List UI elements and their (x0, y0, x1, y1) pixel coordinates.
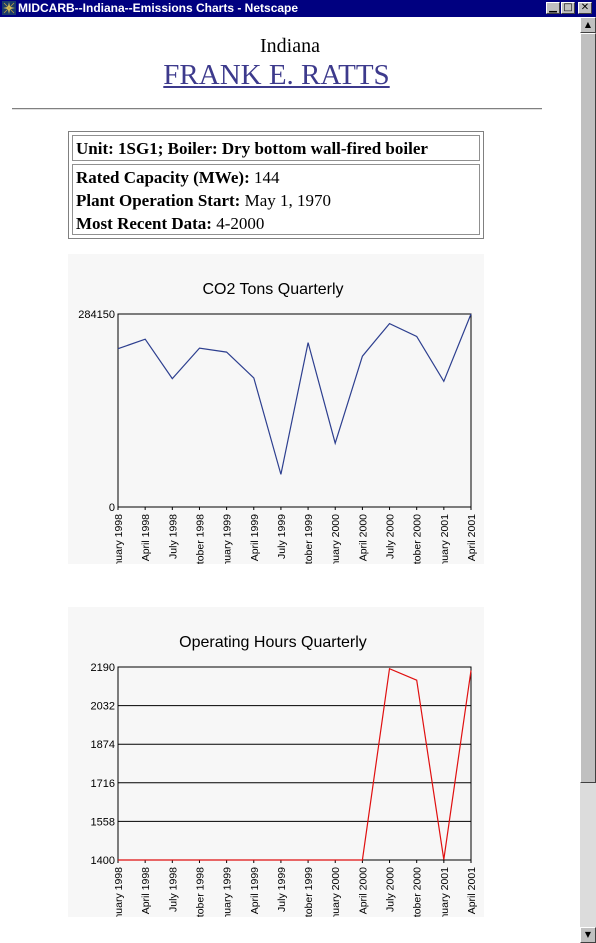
arrow-up-icon: ▲ (584, 20, 592, 29)
recent-data-label: Most Recent Data: (76, 214, 212, 233)
x-tick-label: April 2000 (357, 867, 369, 914)
x-tick-label: October 2000 (412, 514, 424, 564)
maximize-icon: □ (563, 2, 573, 13)
x-tick-label: January 2000 (330, 867, 342, 917)
maximize-button[interactable]: □ (561, 2, 575, 14)
co2-chart: CO2 Tons Quarterly 284150 0 January 1998 Apr… (68, 254, 484, 564)
x-tick-label: July 1998 (167, 514, 179, 559)
recent-data-value: 4-2000 (216, 214, 265, 233)
operation-start-label: Plant Operation Start: (76, 191, 241, 210)
minimize-button[interactable]: ▁ (546, 2, 560, 14)
x-tick-label: October 1999 (303, 514, 315, 564)
x-tick-label: October 1998 (194, 514, 206, 564)
x-tick-label: January 1999 (222, 867, 234, 917)
chart-title: Operating Hours Quarterly (179, 634, 367, 651)
y-tick-label: 2190 (91, 662, 115, 674)
x-tick-label: October 1998 (194, 867, 206, 917)
x-tick-label: July 1999 (276, 867, 288, 912)
plot-frame (117, 666, 472, 861)
minimize-icon: ▁ (549, 2, 557, 13)
plant-name-heading: FRANK E. RATTS (0, 59, 553, 92)
x-tick-label: January 2001 (439, 867, 451, 917)
y-tick-label: 1874 (91, 739, 115, 751)
x-tick-label: July 1998 (167, 867, 179, 912)
window-titlebar[interactable]: MIDCARB--Indiana--Emissions Charts - Net… (0, 0, 596, 17)
x-tick-label: April 2000 (357, 514, 369, 561)
scroll-up-button[interactable]: ▲ (580, 17, 596, 33)
unit-header: Unit: 1SG1; Boiler: Dry bottom wall-fire… (72, 135, 480, 161)
y-tick-label: 1716 (91, 778, 115, 790)
x-tick-label: April 2001 (466, 867, 478, 914)
x-tick-label: October 2000 (412, 867, 424, 917)
plant-name-link[interactable]: FRANK E. RATTS (163, 59, 390, 91)
x-tick-label: January 1998 (113, 514, 125, 564)
scrollbar-thumb[interactable] (580, 33, 596, 783)
x-tick-label: July 2000 (385, 514, 397, 559)
arrow-down-icon: ▼ (584, 930, 592, 939)
window-title: MIDCARB--Indiana--Emissions Charts - Net… (18, 1, 299, 15)
y-tick-label: 2032 (91, 701, 115, 713)
x-tick-label: April 1998 (140, 514, 152, 561)
rated-capacity-label: Rated Capacity (MWe): (76, 168, 250, 187)
operating-hours-chart: Operating Hours Quarterly 2190 2032 1874 171… (68, 607, 484, 917)
netscape-icon (2, 1, 16, 15)
y-tick-label: 0 (109, 502, 115, 514)
horizontal-rule (12, 108, 542, 110)
scroll-down-button[interactable]: ▼ (580, 927, 596, 943)
y-tick-label: 1558 (91, 816, 115, 828)
x-tick-label: January 1998 (113, 867, 125, 917)
x-tick-label: July 2000 (385, 867, 397, 912)
series-line (118, 667, 472, 861)
chart-title: CO2 Tons Quarterly (202, 281, 343, 298)
operation-start-row: Plant Operation Start: May 1, 1970 (76, 189, 479, 212)
unit-details: Rated Capacity (MWe): 144 Plant Operatio… (72, 164, 480, 235)
vertical-scrollbar[interactable]: ▲ ▼ (580, 17, 596, 943)
close-icon: ✕ (580, 2, 590, 13)
x-tick-label: April 2001 (466, 514, 478, 561)
plot-frame (117, 313, 472, 508)
x-tick-label: April 1999 (249, 867, 261, 914)
close-button[interactable]: ✕ (578, 2, 592, 14)
y-tick-label: 284150 (78, 309, 115, 321)
x-tick-label: July 1999 (276, 514, 288, 559)
rated-capacity-row: Rated Capacity (MWe): 144 (76, 166, 479, 189)
series-line (117, 313, 472, 475)
y-tick-label: 1400 (91, 855, 115, 867)
recent-data-row: Most Recent Data: 4-2000 (76, 212, 479, 235)
x-tick-label: January 2000 (330, 514, 342, 564)
operating-hours-chart-svg: Operating Hours Quarterly 2190 2032 1874 171… (91, 634, 478, 917)
x-tick-label: April 1999 (249, 514, 261, 561)
page-content: Indiana FRANK E. RATTS Unit: 1SG1; Boile… (0, 17, 580, 943)
operation-start-value: May 1, 1970 (244, 191, 331, 210)
x-tick-label: April 1998 (140, 867, 152, 914)
x-tick-label: January 2001 (439, 514, 451, 564)
x-tick-label: October 1999 (303, 867, 315, 917)
state-heading: Indiana (260, 35, 320, 57)
rated-capacity-value: 144 (254, 168, 280, 187)
x-tick-label: January 1999 (222, 514, 234, 564)
unit-info-table: Unit: 1SG1; Boiler: Dry bottom wall-fire… (68, 131, 484, 239)
